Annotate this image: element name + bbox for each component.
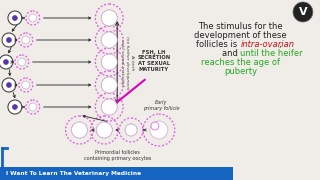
Circle shape (101, 32, 117, 48)
Circle shape (19, 78, 33, 92)
Circle shape (66, 116, 93, 144)
Circle shape (26, 11, 40, 25)
Circle shape (95, 26, 123, 54)
Circle shape (95, 4, 123, 32)
Text: The stimulus for the: The stimulus for the (198, 22, 283, 31)
Text: Early
primary follicle: Early primary follicle (143, 100, 179, 111)
Text: and: and (222, 49, 240, 58)
Circle shape (15, 55, 29, 69)
Circle shape (26, 100, 40, 114)
Circle shape (101, 10, 117, 26)
Circle shape (96, 122, 112, 138)
Text: follicles is: follicles is (196, 40, 240, 49)
Circle shape (151, 122, 159, 130)
Text: development of these: development of these (194, 31, 287, 40)
Circle shape (101, 77, 117, 93)
Circle shape (293, 2, 313, 22)
Circle shape (18, 58, 26, 66)
FancyBboxPatch shape (0, 167, 233, 180)
Circle shape (90, 116, 118, 144)
Circle shape (0, 55, 13, 69)
Circle shape (12, 105, 17, 109)
Circle shape (119, 118, 143, 142)
Text: puberty: puberty (224, 67, 257, 76)
Circle shape (22, 36, 30, 44)
Text: until the heifer: until the heifer (240, 49, 303, 58)
Text: intra-ovarian: intra-ovarian (240, 40, 294, 49)
Circle shape (95, 48, 123, 76)
Circle shape (12, 15, 17, 21)
Text: ,: , (278, 40, 281, 49)
Circle shape (19, 33, 33, 47)
Circle shape (4, 60, 8, 64)
Circle shape (6, 37, 12, 42)
Text: Primordial follicles
containing primary oocytes: Primordial follicles containing primary … (84, 150, 151, 161)
Circle shape (29, 103, 37, 111)
Circle shape (101, 54, 117, 70)
Circle shape (71, 122, 87, 138)
Text: I Want To Learn The Veterinary Medicine: I Want To Learn The Veterinary Medicine (6, 171, 141, 176)
Circle shape (150, 121, 168, 139)
Circle shape (8, 11, 22, 25)
Circle shape (101, 99, 117, 115)
Circle shape (2, 78, 16, 92)
Circle shape (2, 33, 16, 47)
Circle shape (8, 100, 22, 114)
Circle shape (6, 82, 12, 87)
Circle shape (143, 114, 175, 146)
Circle shape (95, 71, 123, 99)
Circle shape (125, 124, 137, 136)
Circle shape (22, 81, 30, 89)
Circle shape (29, 14, 37, 22)
Text: FSH, LH
SECRETION
AT SEXUAL
MATURITY: FSH, LH SECRETION AT SEXUAL MATURITY (137, 50, 171, 72)
Circle shape (95, 93, 123, 121)
Text: V: V (299, 7, 307, 17)
Text: reaches the age of: reaches the age of (201, 58, 280, 67)
Text: At birth
(no further development
until sexual maturity): At birth (no further development until s… (120, 36, 134, 89)
